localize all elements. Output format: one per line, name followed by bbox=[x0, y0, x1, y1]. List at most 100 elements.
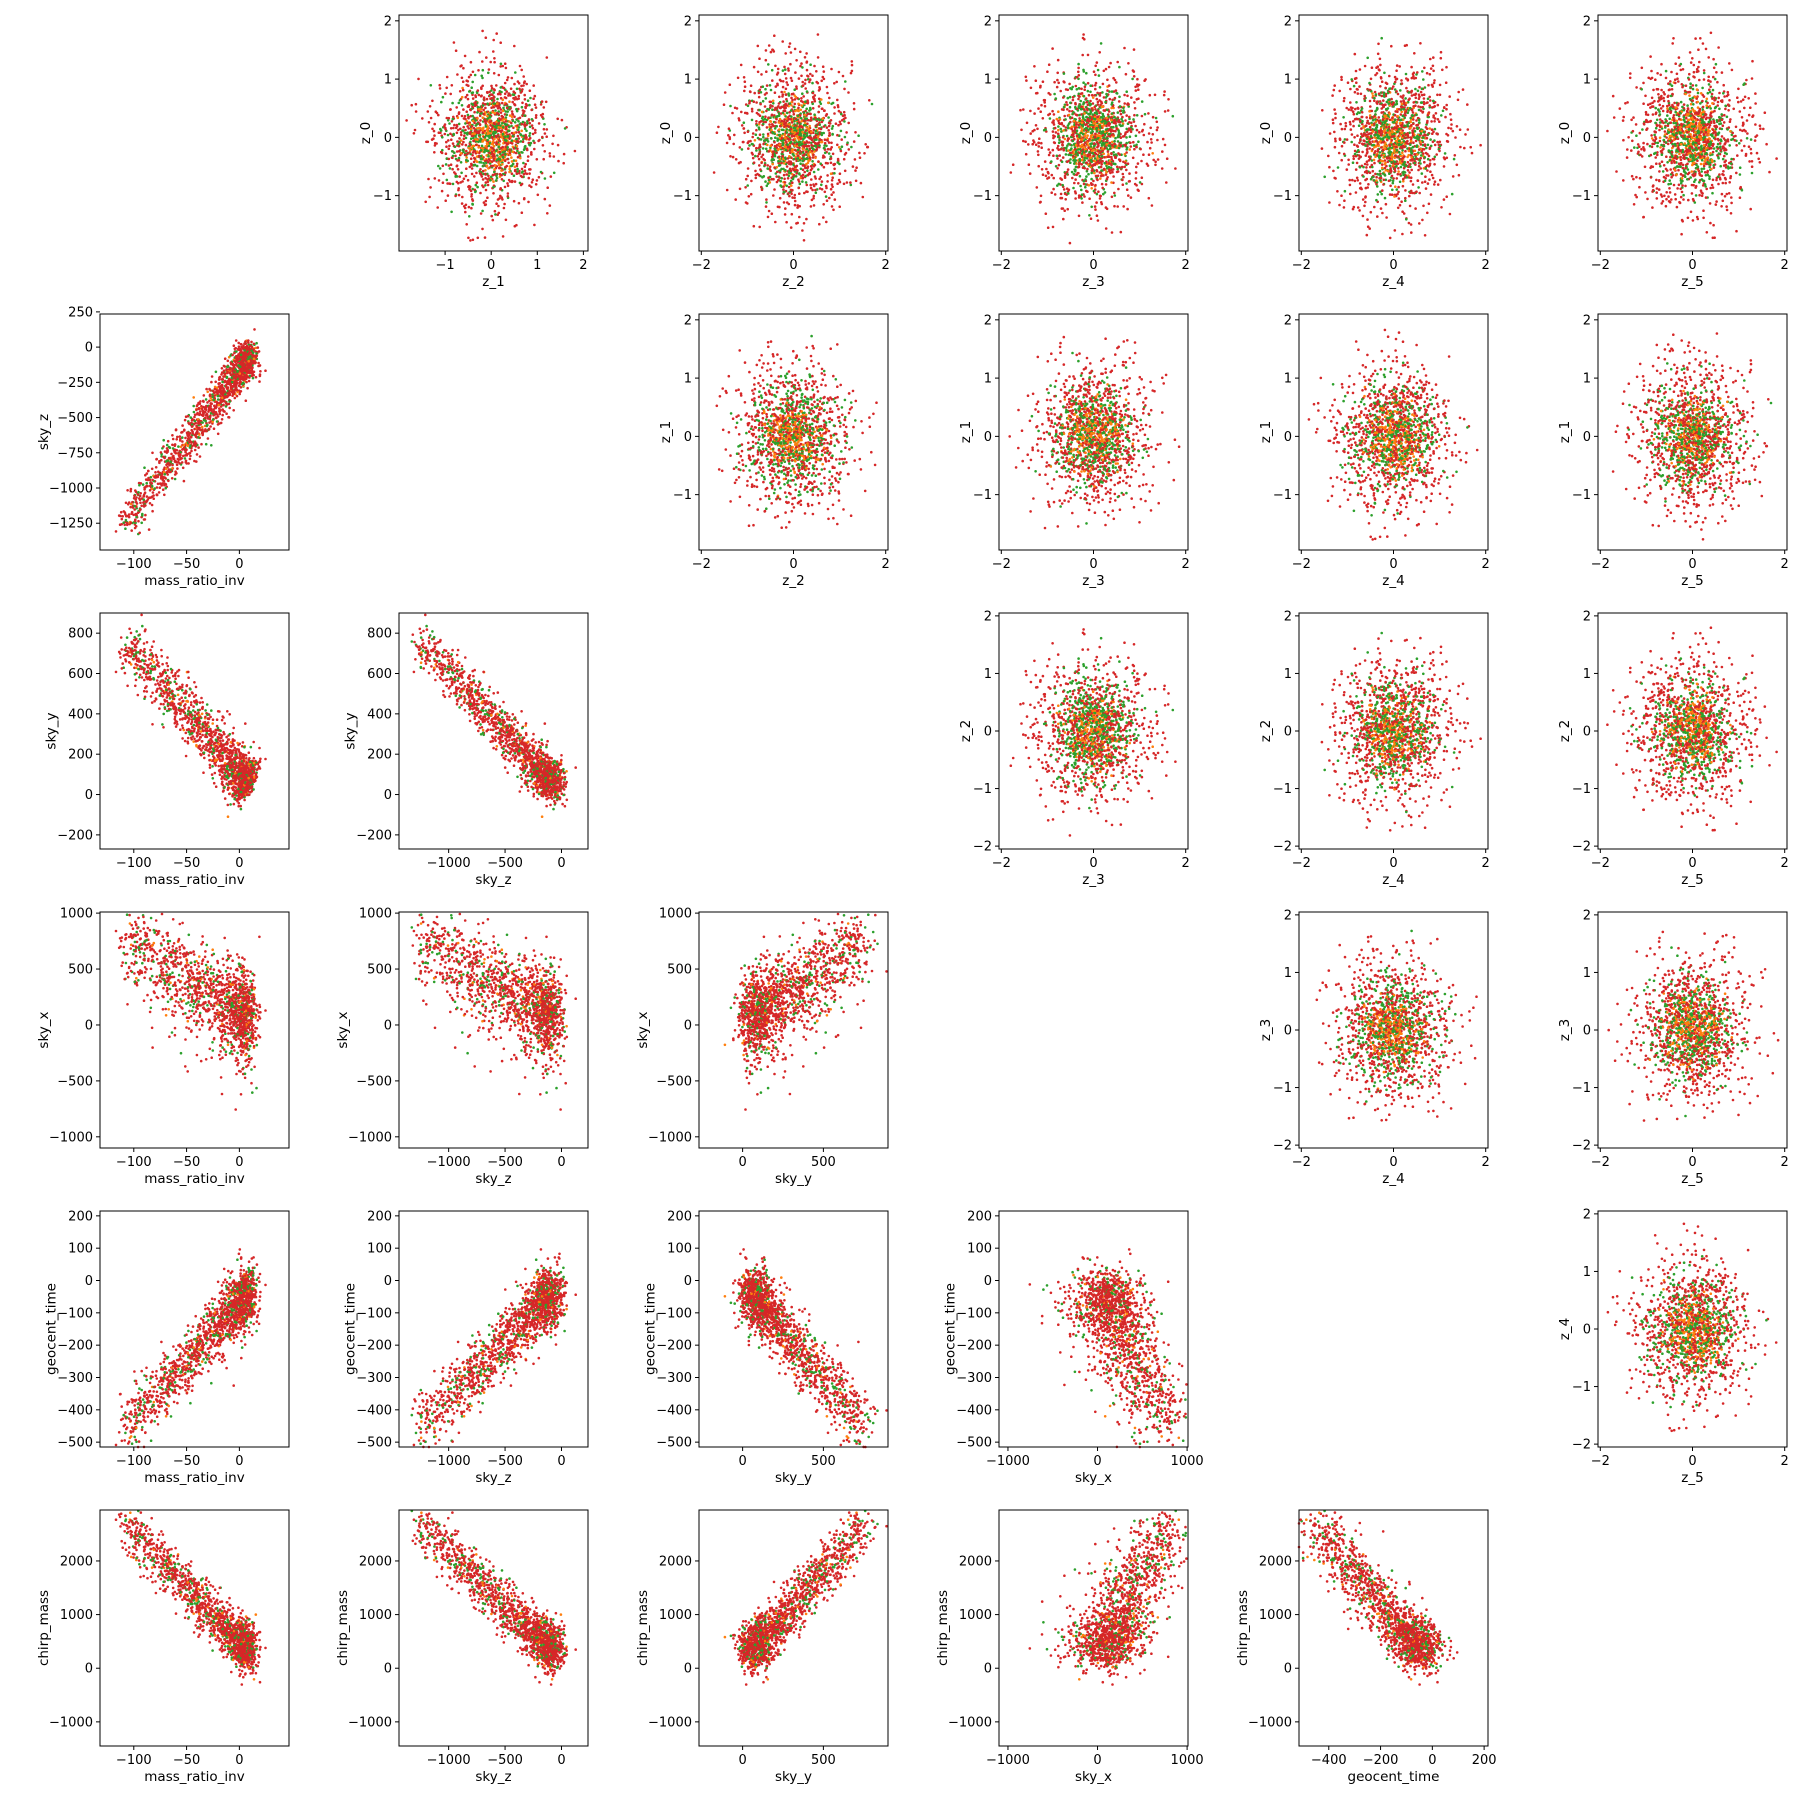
data-point bbox=[761, 111, 764, 114]
data-point bbox=[490, 89, 493, 92]
y-tick-label: 0 bbox=[684, 131, 692, 146]
data-point bbox=[805, 126, 808, 129]
data-point bbox=[461, 143, 464, 146]
data-point bbox=[527, 159, 530, 162]
data-point bbox=[429, 105, 432, 108]
data-point bbox=[804, 56, 807, 59]
data-point bbox=[467, 127, 470, 130]
data-point bbox=[798, 138, 801, 141]
data-point bbox=[513, 83, 516, 86]
data-point bbox=[482, 178, 485, 181]
data-point bbox=[813, 113, 816, 116]
data-point bbox=[836, 144, 839, 147]
data-point bbox=[826, 162, 829, 165]
data-point bbox=[470, 74, 473, 77]
data-point bbox=[516, 163, 519, 166]
data-point bbox=[836, 99, 839, 102]
data-point bbox=[762, 100, 765, 103]
data-point bbox=[1105, 173, 1108, 176]
data-point bbox=[448, 164, 451, 167]
data-point bbox=[438, 84, 441, 87]
data-point bbox=[1058, 141, 1061, 144]
data-point bbox=[472, 97, 475, 100]
data-point bbox=[814, 145, 817, 148]
data-point bbox=[511, 172, 514, 175]
data-point bbox=[417, 78, 420, 81]
data-point bbox=[518, 152, 521, 155]
data-point bbox=[740, 111, 743, 114]
data-point bbox=[498, 212, 501, 215]
data-point bbox=[812, 92, 815, 95]
data-point bbox=[759, 114, 762, 117]
data-point bbox=[415, 103, 418, 106]
data-point bbox=[493, 106, 496, 109]
data-point bbox=[485, 36, 488, 39]
data-point bbox=[499, 187, 502, 190]
data-point bbox=[1084, 86, 1087, 89]
data-point bbox=[529, 89, 532, 92]
data-point bbox=[793, 197, 796, 200]
data-point bbox=[808, 141, 811, 144]
data-point bbox=[452, 155, 455, 158]
data-point bbox=[787, 116, 790, 119]
data-point bbox=[808, 128, 811, 131]
data-point bbox=[802, 128, 805, 131]
data-point bbox=[500, 63, 503, 66]
data-point bbox=[428, 121, 431, 124]
data-point bbox=[833, 172, 836, 175]
data-point bbox=[762, 85, 765, 88]
data-point bbox=[549, 204, 552, 207]
data-point bbox=[442, 173, 445, 176]
data-point bbox=[757, 155, 760, 158]
data-point bbox=[820, 141, 823, 144]
data-point bbox=[797, 109, 800, 112]
data-point bbox=[838, 179, 841, 182]
data-point bbox=[782, 188, 785, 191]
data-point bbox=[806, 170, 809, 173]
data-point bbox=[815, 134, 818, 137]
data-point bbox=[545, 135, 548, 138]
data-point bbox=[462, 108, 465, 111]
data-point bbox=[828, 134, 831, 137]
data-point bbox=[826, 126, 829, 129]
data-point bbox=[774, 136, 777, 139]
data-point bbox=[530, 153, 533, 156]
data-point bbox=[516, 148, 519, 151]
data-point bbox=[1022, 108, 1025, 111]
data-point bbox=[783, 91, 786, 94]
data-point bbox=[517, 156, 520, 159]
data-point bbox=[801, 177, 804, 180]
data-point bbox=[791, 213, 794, 216]
data-point bbox=[486, 142, 489, 145]
data-point bbox=[564, 127, 567, 130]
data-point bbox=[521, 211, 524, 214]
data-point bbox=[776, 125, 779, 128]
data-point bbox=[1164, 144, 1167, 147]
data-point bbox=[508, 179, 511, 182]
data-point bbox=[531, 118, 534, 121]
data-point bbox=[817, 160, 820, 163]
data-point bbox=[434, 177, 437, 180]
data-point bbox=[505, 103, 508, 106]
data-point bbox=[822, 132, 825, 135]
data-point bbox=[796, 169, 799, 172]
data-point bbox=[1052, 149, 1055, 152]
data-point bbox=[729, 155, 732, 158]
data-point bbox=[803, 134, 806, 137]
data-point bbox=[764, 180, 767, 183]
data-point bbox=[457, 117, 460, 120]
data-point bbox=[493, 138, 496, 141]
data-point bbox=[470, 86, 473, 89]
data-point bbox=[828, 97, 831, 100]
data-point bbox=[465, 159, 468, 162]
data-point bbox=[794, 71, 797, 74]
data-point bbox=[823, 125, 826, 128]
data-point bbox=[522, 121, 525, 124]
data-point bbox=[788, 46, 791, 49]
data-point bbox=[748, 195, 751, 198]
data-point bbox=[525, 83, 528, 86]
data-point bbox=[447, 134, 450, 137]
data-point bbox=[794, 194, 797, 197]
data-point bbox=[504, 62, 507, 65]
data-point bbox=[505, 67, 508, 70]
